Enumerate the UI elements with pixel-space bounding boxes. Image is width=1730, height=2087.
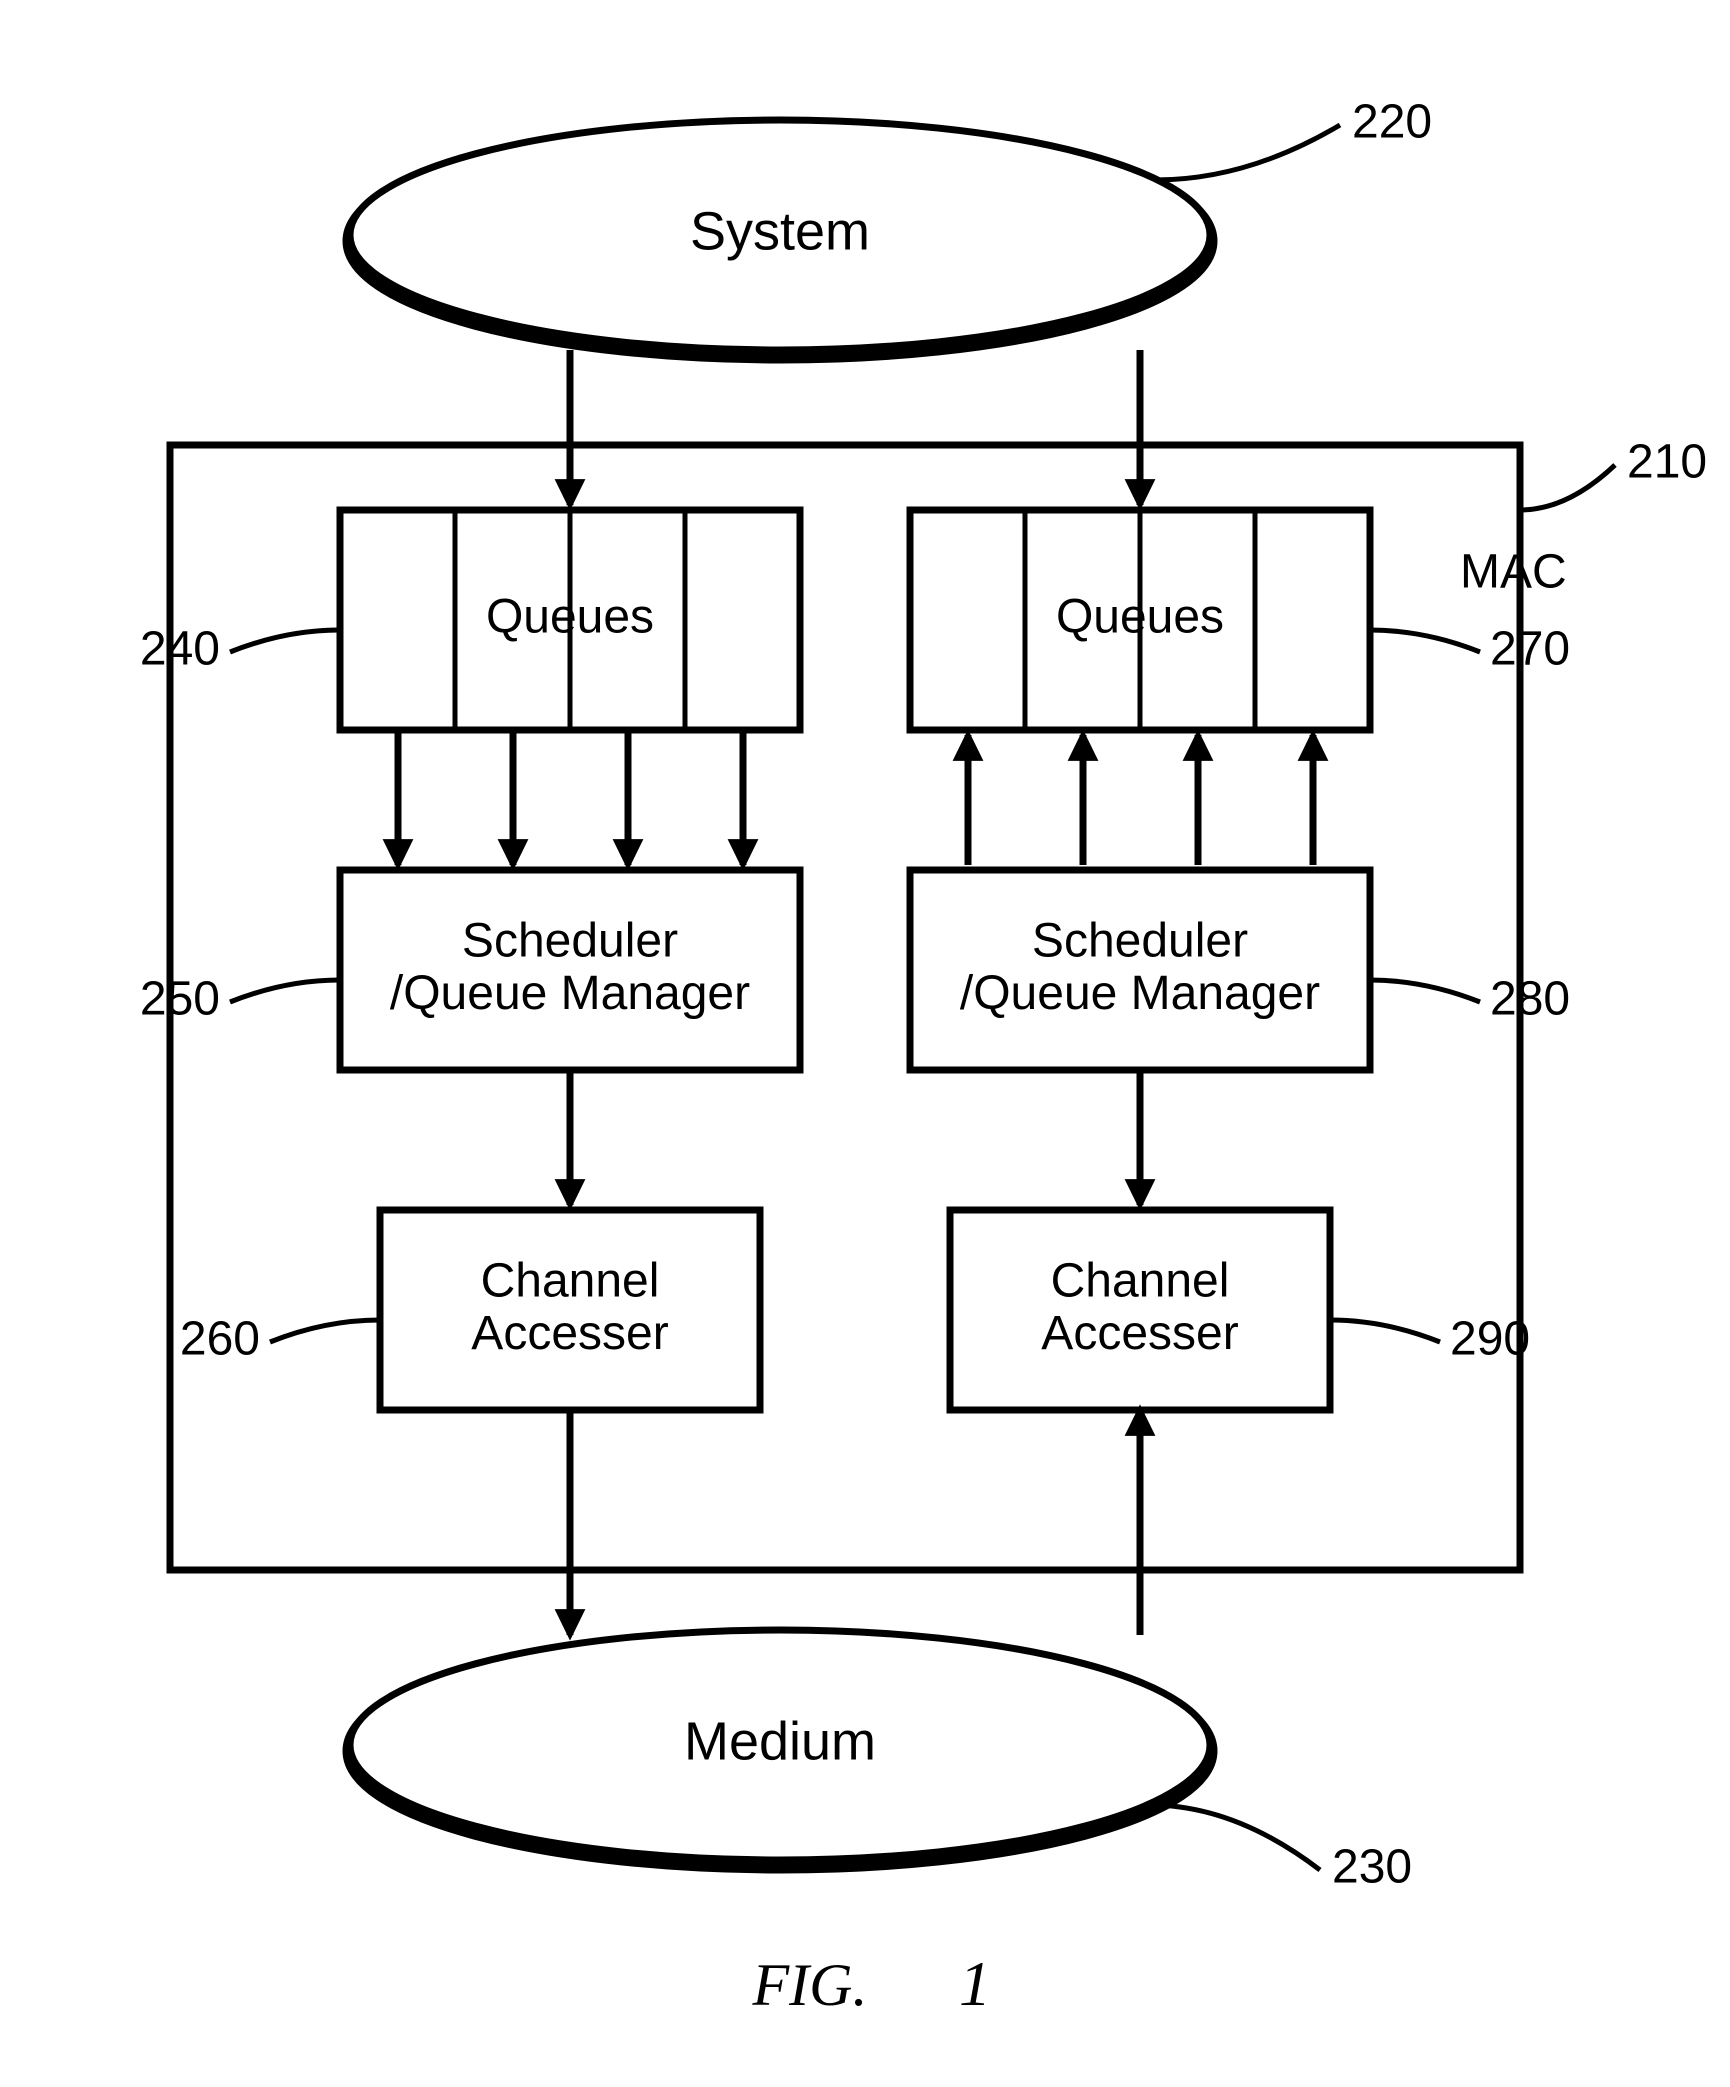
mac-diagram: MAC 210 System 220 Medium 230 Queues 240 Queues 2… — [0, 0, 1730, 2087]
queues_right-label: Queues — [1056, 591, 1224, 644]
queues_right-ref: 270 — [1490, 623, 1570, 676]
system-ref: 220 — [1352, 96, 1432, 149]
channel_left-ref: 260 — [180, 1313, 260, 1366]
scheduler_left-ref: 250 — [140, 973, 220, 1026]
scheduler_left-line1: Scheduler — [462, 914, 678, 967]
scheduler_left-line2: /Queue Manager — [390, 967, 750, 1020]
figure-prefix: FIG. — [752, 1952, 868, 2018]
scheduler_right-line1: Scheduler — [1032, 914, 1248, 967]
channel_right-line2: Accesser — [1041, 1307, 1238, 1360]
channel_left-line1: Channel — [481, 1254, 660, 1307]
queues_left-ref: 240 — [140, 623, 220, 676]
channel_right-line1: Channel — [1051, 1254, 1230, 1307]
mac-ref: 210 — [1627, 436, 1707, 489]
channel_left-line2: Accesser — [471, 1307, 668, 1360]
channel_right-ref: 290 — [1450, 1313, 1530, 1366]
figure-caption: FIG. 1 — [752, 1948, 991, 2019]
medium-label: Medium — [684, 1711, 876, 1771]
system-label: System — [690, 201, 870, 261]
queues_left-label: Queues — [486, 591, 654, 644]
scheduler_right-line2: /Queue Manager — [960, 967, 1320, 1020]
medium-ref: 230 — [1332, 1841, 1412, 1894]
scheduler_right-ref: 280 — [1490, 973, 1570, 1026]
mac-label: MAC — [1460, 546, 1567, 599]
figure-number: 1 — [959, 1948, 991, 2019]
